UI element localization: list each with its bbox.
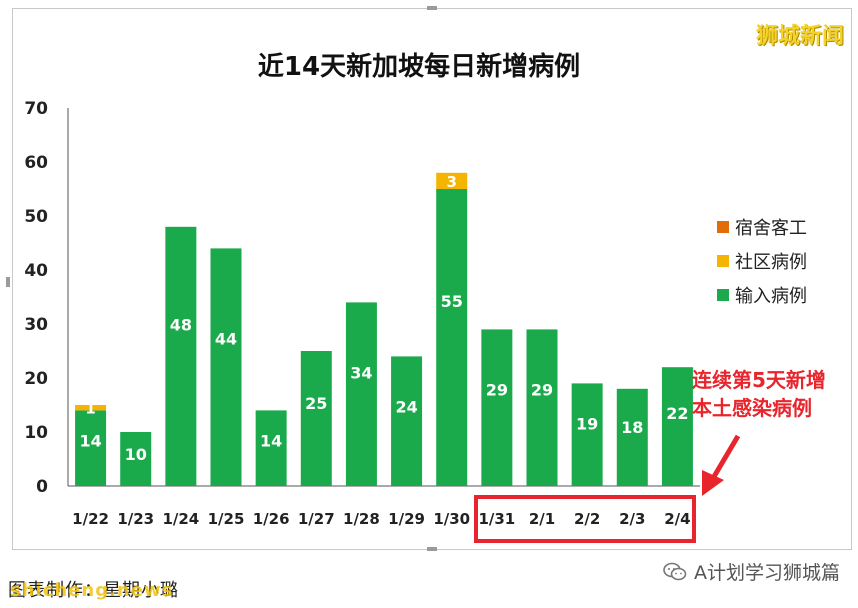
x-tick-label: 2/4 [664,510,690,528]
data-label: 44 [215,329,237,348]
caption-text: 图表制作：星期小璐 [8,580,179,601]
resize-handle-left[interactable] [6,277,10,287]
y-tick-label: 30 [24,315,48,335]
annotation-arrow-icon [702,434,741,496]
bar-segment-community [75,405,107,411]
x-tick-label: 1/23 [117,510,154,528]
legend: 宿舍客工 社区病例 输入病例 [717,210,807,312]
data-label: 18 [621,418,643,437]
x-tick-label: 1/24 [162,510,199,528]
bar-segment-imported [481,329,513,486]
legend-swatch-community [717,255,729,267]
data-label: 10 [125,445,147,464]
data-label: 29 [486,380,508,399]
x-tick-label: 1/31 [478,510,515,528]
legend-label-community: 社区病例 [735,252,807,273]
bar-segment-imported [255,410,287,486]
data-label: 1 [85,400,95,418]
x-tick-label: 1/25 [208,510,245,528]
resize-handle-bottom[interactable] [427,547,437,551]
footer-account: A计划学习狮城篇 [662,558,840,585]
wechat-icon [663,562,687,580]
x-tick-label: 1/22 [72,510,109,528]
bar-segment-imported [165,226,197,487]
x-tick-label: 1/26 [253,510,290,528]
legend-item-imported: 输入病例 [717,278,807,312]
data-label: 14 [79,431,101,450]
data-label: 48 [170,316,192,335]
bar-segment-imported [571,383,603,486]
x-tick-label: 2/1 [529,510,555,528]
y-tick-label: 10 [24,423,48,443]
data-label: 24 [395,397,417,416]
annotation-line-2: 本土感染病例 [692,396,812,420]
legend-label-imported: 输入病例 [735,286,807,307]
x-tick-label: 2/3 [619,510,645,528]
watermark-bottom: shicheng.news [10,580,174,601]
data-label: 55 [441,292,463,311]
bar-segment-imported [526,329,558,486]
data-label: 22 [666,404,688,423]
highlight-box [474,495,696,543]
legend-item-dorm: 宿舍客工 [717,210,807,244]
y-tick-label: 60 [24,153,48,173]
data-label: 25 [305,394,327,413]
bar-segment-imported [616,388,648,486]
bar-segment-imported [661,367,693,486]
bar-segment-imported [345,302,377,486]
bar-segment-imported [120,432,152,486]
annotation-line-1: 连续第5天新增 [692,368,826,392]
x-tick-label: 1/27 [298,510,335,528]
watermark-top: 狮城新闻 [755,24,844,49]
y-tick-label: 0 [36,477,48,497]
bar-segment-imported [210,248,242,486]
legend-swatch-imported [717,289,729,301]
x-tick-label: 1/28 [343,510,380,528]
bar-segment-community [436,172,468,189]
chart-title: 近14天新加坡每日新增病例 [257,52,581,82]
y-tick-label: 70 [24,99,48,119]
annotation-text: 连续第5天新增 本土感染病例 [692,366,826,422]
bar-segment-imported [436,189,468,486]
resize-handle-top[interactable] [427,6,437,10]
data-label: 34 [350,363,372,382]
account-name: A计划学习狮城篇 [694,562,840,584]
x-tick-label: 1/30 [433,510,470,528]
y-tick-label: 20 [24,369,48,389]
bar-segment-imported [391,356,423,486]
y-tick-label: 40 [24,261,48,281]
chart-frame [6,6,852,551]
legend-swatch-dorm [717,221,729,233]
footer-caption: 图表制作：星期小璐 shicheng.news [8,576,179,602]
x-tick-label: 1/29 [388,510,425,528]
y-tick-label: 50 [24,207,48,227]
data-label: 3 [446,173,456,191]
data-label: 19 [576,414,598,433]
legend-item-community: 社区病例 [717,244,807,278]
legend-label-dorm: 宿舍客工 [735,218,807,239]
data-label: 29 [531,380,553,399]
x-tick-label: 2/2 [574,510,600,528]
bar-segment-imported [300,351,332,486]
bar-segment-imported [75,410,107,486]
data-label: 14 [260,431,282,450]
